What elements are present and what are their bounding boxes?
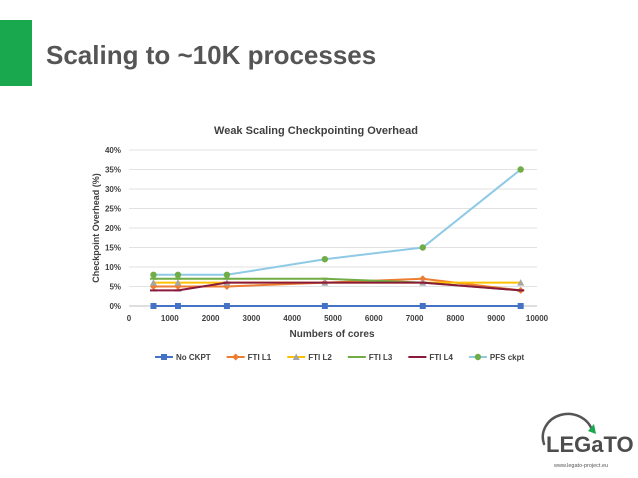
data-point <box>419 303 426 309</box>
legend-item: FTI L1 <box>226 353 272 362</box>
data-point <box>223 271 231 278</box>
legend-item: FTI L3 <box>347 353 393 362</box>
data-point <box>517 279 525 286</box>
y-tick-label: 20% <box>105 224 121 233</box>
x-tick-label: 6000 <box>365 314 383 323</box>
logo-url: www.legato-project.eu <box>554 463 609 469</box>
data-point <box>321 256 329 263</box>
legend-label: FTI L3 <box>369 353 393 362</box>
series-line <box>153 168 522 276</box>
x-tick-label: 10000 <box>526 314 549 323</box>
legend-item: FTI L4 <box>408 353 453 362</box>
series-group <box>149 166 525 309</box>
legend-item: No CKPT <box>155 353 211 362</box>
x-axis-label: Numbers of cores <box>289 329 374 340</box>
series-line <box>153 281 521 292</box>
legend-label: No CKPT <box>176 353 211 362</box>
series-0 <box>150 303 524 309</box>
x-tick-label: 2000 <box>202 314 220 323</box>
axes: 0% 5% 10% 15% 20% 25% 30% 35% 40% 0 1000 2000 3000 40… <box>105 146 549 323</box>
logo-arc <box>541 412 594 446</box>
accent-bar <box>0 20 32 86</box>
x-tick-label: 5000 <box>324 314 342 323</box>
legend-label: FTI L4 <box>429 353 453 362</box>
legato-logo: LEGaTO www.legato-project.eu <box>530 412 634 472</box>
x-tick-label: 4000 <box>283 314 301 323</box>
y-tick-label: 15% <box>105 244 121 253</box>
legend-marker <box>232 353 240 361</box>
y-tick-label: 0% <box>109 302 121 311</box>
x-tick-label: 0 <box>127 314 132 323</box>
slide-title: Scaling to ~10K processes <box>46 40 377 70</box>
x-tick-label: 1000 <box>161 314 179 323</box>
legend-item: FTI L2 <box>287 353 332 362</box>
legend: No CKPT FTI L1 FTI L2 FTI L3 FTI L4 PFS ckpt <box>155 353 524 362</box>
y-tick-label: 25% <box>105 205 121 214</box>
data-point <box>150 303 157 309</box>
data-point <box>174 279 182 286</box>
y-tick-label: 35% <box>105 166 121 175</box>
legend-marker <box>292 353 300 360</box>
data-point <box>419 275 427 283</box>
series-4 <box>149 281 525 292</box>
y-axis-label: Checkpoint Overhead (%) <box>91 173 101 283</box>
chart-title: Weak Scaling Checkpointing Overhead <box>214 125 418 137</box>
data-point <box>150 271 157 278</box>
data-point <box>149 279 157 286</box>
legend-label: PFS ckpt <box>490 353 525 362</box>
data-point <box>517 166 524 173</box>
y-tick-label: 40% <box>105 146 121 155</box>
grid <box>129 149 537 287</box>
series-line <box>153 277 521 292</box>
data-point <box>223 303 230 309</box>
legend-label: FTI L1 <box>248 353 272 362</box>
y-tick-label: 10% <box>105 263 121 272</box>
legend-item: PFS ckpt <box>468 353 525 362</box>
logo-arrow <box>588 424 596 434</box>
y-tick-label: 30% <box>105 185 121 194</box>
legend-marker <box>474 353 482 361</box>
series-5 <box>150 166 524 278</box>
y-tick-label: 5% <box>109 283 121 292</box>
x-tick-label: 8000 <box>447 314 465 323</box>
logo-wordmark: LEGaTO <box>546 432 634 457</box>
x-tick-label: 7000 <box>406 314 424 323</box>
data-point <box>517 303 524 309</box>
x-tick-label: 9000 <box>487 314 505 323</box>
legend-marker <box>161 354 167 360</box>
x-tick-label: 3000 <box>243 314 261 323</box>
data-point <box>419 244 426 251</box>
data-point <box>321 303 328 309</box>
data-point <box>174 271 182 278</box>
legend-label: FTI L2 <box>308 353 332 362</box>
data-point <box>174 303 181 309</box>
